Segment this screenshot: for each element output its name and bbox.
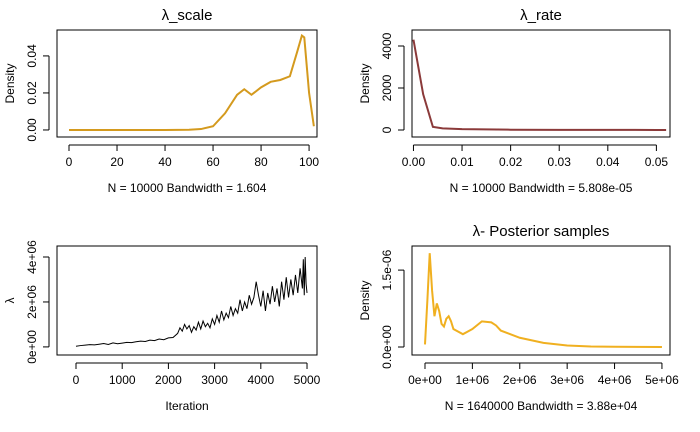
y-tick-label: 0.0e+00 bbox=[380, 325, 394, 369]
panel-title: λ- Posterior samples bbox=[473, 223, 610, 240]
x-tick-label: 0.01 bbox=[450, 155, 474, 169]
x-axis-label: N = 1640000 Bandwidth = 3.88e+04 bbox=[445, 399, 638, 413]
y-tick-label: 0 bbox=[380, 126, 394, 133]
x-tick-label: 60 bbox=[206, 155, 220, 169]
y-tick-label: 4000 bbox=[380, 32, 394, 59]
x-axis-label: N = 10000 Bandwidth = 5.808e-05 bbox=[450, 181, 633, 195]
panel-title: λ_rate bbox=[520, 7, 562, 24]
x-axis-label: Iteration bbox=[165, 399, 208, 413]
y-tick-label: 0.04 bbox=[25, 44, 39, 68]
data-line bbox=[412, 39, 667, 131]
x-tick-label: 40 bbox=[158, 155, 172, 169]
y-axis-label: Density bbox=[3, 63, 17, 103]
x-tick-label: 80 bbox=[254, 155, 268, 169]
y-tick-label: 4e+06 bbox=[25, 240, 39, 274]
x-tick-label: 0.03 bbox=[548, 155, 572, 169]
x-tick-label: 0e+00 bbox=[408, 373, 442, 387]
plot-box bbox=[56, 245, 318, 356]
data-line bbox=[75, 256, 308, 347]
x-tick-label: 4000 bbox=[247, 373, 274, 387]
x-tick-label: 1000 bbox=[109, 373, 136, 387]
x-tick-label: 0.00 bbox=[402, 155, 426, 169]
plot-box bbox=[56, 29, 318, 138]
y-tick-label: 0.00 bbox=[25, 118, 39, 142]
x-tick-label: 5e+06 bbox=[645, 373, 679, 387]
plot-box bbox=[411, 245, 671, 356]
x-tick-label: 5000 bbox=[294, 373, 321, 387]
y-tick-label: 0.02 bbox=[25, 81, 39, 105]
x-tick-label: 3e+06 bbox=[550, 373, 584, 387]
x-tick-label: 3000 bbox=[201, 373, 228, 387]
x-tick-label: 0.02 bbox=[499, 155, 523, 169]
y-tick-label: 1.5e-06 bbox=[380, 249, 394, 290]
data-line bbox=[423, 253, 662, 348]
y-axis-label: Density bbox=[358, 63, 372, 103]
y-tick-label: 2000 bbox=[380, 74, 394, 101]
y-tick-label: 2e+06 bbox=[25, 285, 39, 319]
panel-title: λ_scale bbox=[162, 7, 213, 24]
x-tick-label: 0 bbox=[73, 373, 80, 387]
x-tick-label: 2e+06 bbox=[503, 373, 537, 387]
y-axis-label: λ bbox=[3, 298, 17, 304]
x-tick-label: 0 bbox=[66, 155, 73, 169]
x-tick-label: 0.05 bbox=[645, 155, 669, 169]
x-tick-label: 1e+06 bbox=[456, 373, 490, 387]
x-tick-label: 100 bbox=[299, 155, 319, 169]
y-axis-label: Density bbox=[358, 280, 372, 320]
data-line bbox=[69, 33, 315, 131]
x-tick-label: 20 bbox=[110, 155, 124, 169]
x-axis-label: N = 10000 Bandwidth = 1.604 bbox=[108, 181, 267, 195]
x-tick-label: 4e+06 bbox=[598, 373, 632, 387]
x-tick-label: 2000 bbox=[155, 373, 182, 387]
plot-box bbox=[411, 29, 671, 138]
x-tick-label: 0.04 bbox=[596, 155, 620, 169]
y-tick-label: 0e+00 bbox=[25, 330, 39, 364]
